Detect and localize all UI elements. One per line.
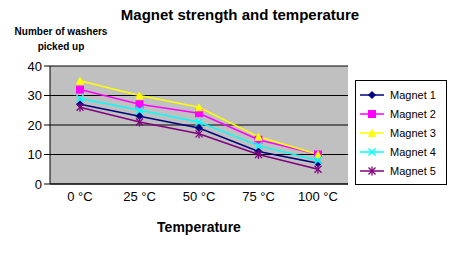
svg-text:25 °C: 25 °C [123, 189, 156, 204]
svg-text:0: 0 [35, 177, 42, 192]
svg-text:100 °C: 100 °C [298, 189, 338, 204]
svg-text:75 °C: 75 °C [242, 189, 275, 204]
svg-text:40: 40 [28, 59, 42, 74]
html-text:Magnet 4: Magnet 4 [390, 145, 436, 158]
svg-text:50 °C: 50 °C [183, 189, 216, 204]
svg-text:20: 20 [28, 118, 42, 133]
svg-text:10: 10 [28, 147, 42, 162]
html-text:Magnet 1: Magnet 1 [390, 88, 436, 101]
html-text:Magnet 5: Magnet 5 [390, 164, 436, 177]
svg-text:30: 30 [28, 88, 42, 103]
svg-text:0 °C: 0 °C [67, 189, 92, 204]
html-text:Number of washers picked up: Number of washers picked up [14, 26, 108, 52]
html-text:Magnet 3: Magnet 3 [390, 126, 436, 139]
svg-text:Temperature: Temperature [157, 219, 241, 235]
html-text:Magnet strength and temperatur: Magnet strength and temperature [120, 6, 360, 23]
html-text:Magnet 2: Magnet 2 [390, 107, 436, 120]
